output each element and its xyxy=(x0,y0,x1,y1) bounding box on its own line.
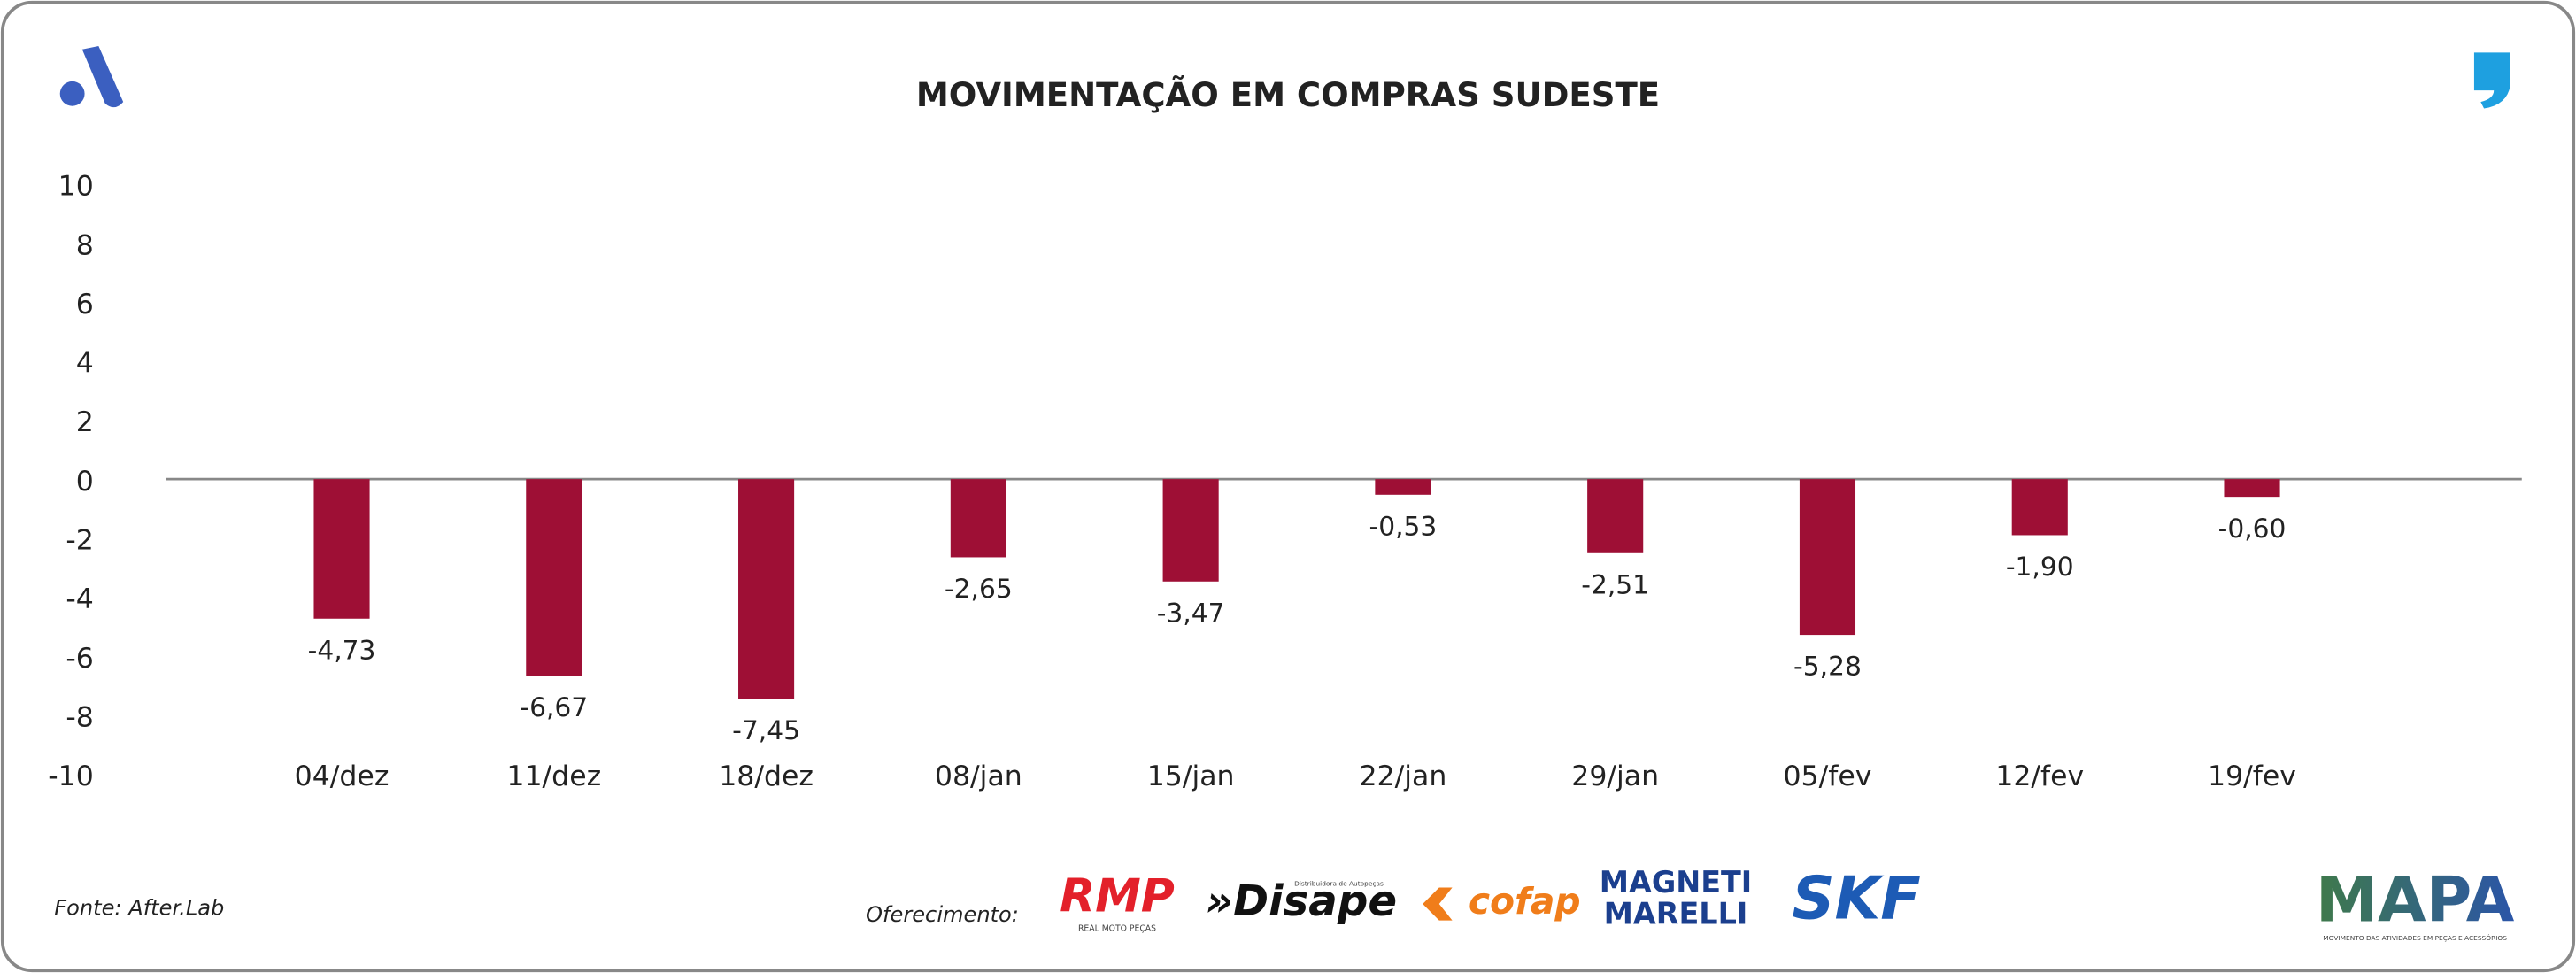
brand-sub: MOVIMENTO DAS ATIVIDADES EM PEÇAS E ACES… xyxy=(2323,934,2507,942)
sponsor-rmp: RMP xyxy=(1060,869,1175,923)
value-label: -2,51 xyxy=(1581,569,1649,600)
y-tick-label: 8 xyxy=(76,229,94,261)
sponsor-disape: »Disape xyxy=(1206,876,1397,926)
value-label: -5,28 xyxy=(1793,652,1862,683)
x-tick-label: 29/jan xyxy=(1571,761,1659,792)
y-tick-label: -4 xyxy=(66,583,93,615)
y-tick-label: -8 xyxy=(66,701,93,733)
brand: MAPA xyxy=(2316,864,2515,937)
x-tick-label: 04/dez xyxy=(295,761,389,792)
sponsor-skf: SKF xyxy=(1792,864,1921,933)
bar xyxy=(526,479,582,676)
sponsor-marelli: MARELLI xyxy=(1604,897,1748,931)
y-tick-label: 0 xyxy=(76,466,94,498)
logo-a xyxy=(59,45,124,108)
sponsor-label: Oferecimento: xyxy=(866,902,1019,927)
cofap-mark xyxy=(1423,887,1453,921)
x-tick-label: 11/dez xyxy=(506,761,601,792)
y-tick-label: 6 xyxy=(76,289,94,320)
y-tick-label: -6 xyxy=(66,643,93,675)
bar xyxy=(1375,479,1431,495)
bar xyxy=(950,479,1006,558)
x-tick-label: 08/jan xyxy=(935,761,1022,792)
y-tick-label: 10 xyxy=(58,171,94,203)
y-tick-label: -2 xyxy=(66,525,93,557)
sponsor-rmp-sub: REAL MOTO PEÇAS xyxy=(1078,923,1156,933)
sponsor-disape-sub: Distribuidora de Autopeças xyxy=(1294,880,1384,888)
x-tick-label: 15/jan xyxy=(1147,761,1235,792)
value-label: -1,90 xyxy=(2006,552,2074,583)
value-label: -0,60 xyxy=(2218,514,2287,544)
x-tick-label: 19/fev xyxy=(2208,761,2296,792)
y-tick-label: 2 xyxy=(76,406,94,438)
x-tick-label: 18/dez xyxy=(719,761,814,792)
bar xyxy=(1587,479,1644,553)
x-tick-label: 22/jan xyxy=(1359,761,1446,792)
y-tick-label: -10 xyxy=(48,761,94,792)
value-label: -4,73 xyxy=(308,635,376,666)
bar xyxy=(1799,479,1856,636)
source: Fonte: After.Lab xyxy=(54,896,224,921)
x-tick-label: 12/fev xyxy=(1995,761,2084,792)
sponsor-magneti: MAGNETI xyxy=(1600,865,1752,900)
sponsor-cofap: cofap xyxy=(1469,880,1581,923)
bar xyxy=(738,479,795,699)
value-label: -6,67 xyxy=(520,692,588,723)
bar xyxy=(1162,479,1219,582)
value-label: -0,53 xyxy=(1369,511,1438,542)
x-tick-label: 05/fev xyxy=(1783,761,1871,792)
chart-title: MOVIMENTAÇÃO EM COMPRAS SUDESTE xyxy=(916,75,1660,114)
bar xyxy=(2224,479,2280,498)
y-tick-label: 4 xyxy=(76,348,94,380)
bar xyxy=(313,479,370,619)
bar xyxy=(2011,479,2068,536)
value-label: -7,45 xyxy=(732,715,800,746)
value-label: -2,65 xyxy=(945,574,1013,605)
value-label: -3,47 xyxy=(1157,598,1225,629)
logo-quote xyxy=(2473,52,2510,109)
